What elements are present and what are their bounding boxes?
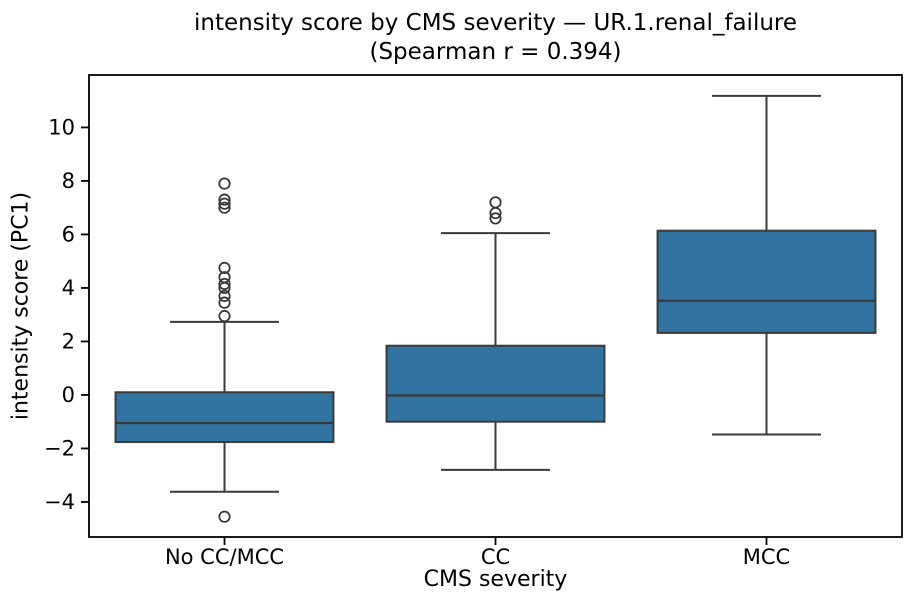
x-axis-label: CMS severity	[423, 567, 568, 592]
x-tick-label: MCC	[743, 545, 790, 569]
x-tick-label: No CC/MCC	[165, 545, 284, 569]
outlier-point	[218, 177, 231, 190]
outlier-point	[218, 296, 231, 309]
y-tick-label: −2	[44, 437, 75, 461]
y-tick-label: 4	[62, 276, 75, 300]
x-tick-label: CC	[481, 545, 510, 569]
outlier-point	[489, 196, 502, 209]
outlier-point	[218, 261, 231, 274]
y-tick-label: 0	[62, 383, 75, 407]
outlier-point	[218, 193, 231, 206]
y-tick-label: 6	[62, 223, 75, 247]
outlier-point	[218, 510, 231, 523]
outlier-point	[218, 197, 231, 210]
chart-title-line1: intensity score by CMS severity — UR.1.r…	[193, 10, 798, 36]
outlier-point	[218, 289, 231, 303]
outlier-point	[489, 212, 502, 225]
outlier-point	[218, 277, 231, 291]
axes-frame	[88, 74, 903, 538]
box	[385, 344, 606, 423]
box	[656, 229, 877, 334]
outlier-point	[218, 309, 231, 323]
box	[114, 391, 335, 444]
outlier-point	[489, 206, 502, 220]
outlier-point	[218, 281, 231, 295]
y-tick-label: −4	[44, 490, 75, 514]
outlier-point	[218, 201, 231, 214]
y-tick-label: 2	[62, 330, 75, 354]
chart-title: intensity score by CMS severity — UR.1.r…	[89, 9, 902, 67]
y-tick-label: 8	[62, 169, 75, 193]
chart-title-line2: (Spearman r = 0.394)	[369, 38, 622, 65]
y-tick-label: 10	[48, 116, 75, 140]
